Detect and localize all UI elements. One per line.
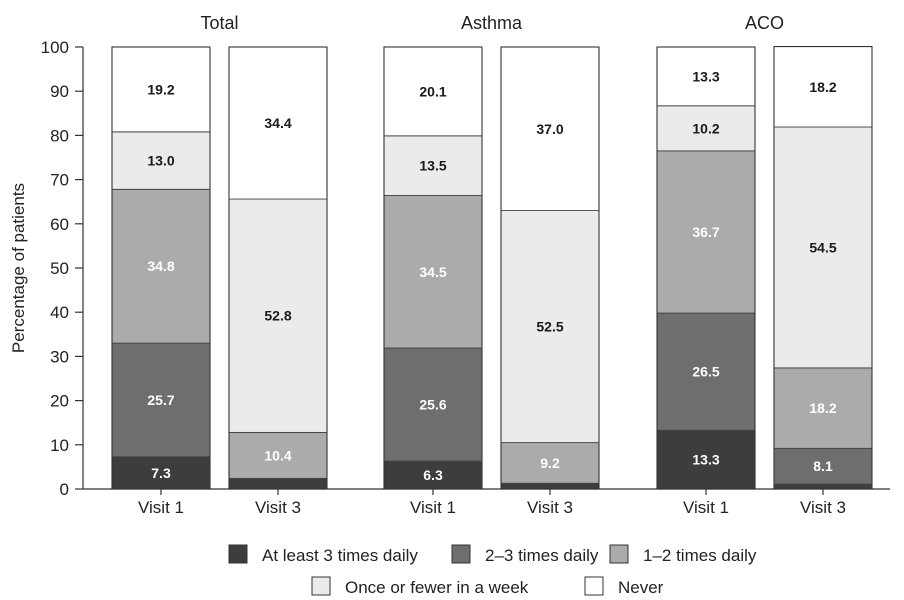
- data-label: 25.6: [419, 397, 446, 413]
- legend-label: Once or fewer in a week: [345, 578, 529, 597]
- y-tick-label: 50: [50, 259, 69, 278]
- data-label: 52.8: [264, 308, 291, 324]
- group-title: ACO: [745, 13, 784, 33]
- data-label: 13.0: [147, 153, 174, 169]
- legend-swatch: [609, 544, 629, 564]
- bar-segment: [383, 46, 483, 137]
- y-tick-label: 100: [41, 38, 69, 57]
- data-label: 13.3: [692, 68, 719, 84]
- bar-segment: [383, 135, 483, 196]
- bar-segment: [111, 342, 211, 458]
- x-tick-label: Visit 3: [527, 498, 573, 517]
- legend-label: Never: [618, 578, 664, 597]
- legend-label: At least 3 times daily: [262, 546, 418, 565]
- data-label: 54.5: [809, 239, 836, 255]
- bar-segment: [656, 312, 756, 431]
- x-tick-label: Visit 1: [683, 498, 729, 517]
- group-title: Total: [200, 13, 238, 33]
- data-label: 8.1: [813, 458, 833, 474]
- x-tick-label: Visit 3: [800, 498, 846, 517]
- y-tick-label: 30: [50, 347, 69, 366]
- bar-segment: [500, 46, 600, 211]
- legend-label: 1–2 times daily: [643, 546, 757, 565]
- data-label: 13.3: [692, 452, 719, 468]
- data-label: 18.2: [809, 400, 836, 416]
- bar-segment: [656, 105, 756, 152]
- bar-segment: [228, 46, 328, 200]
- bar-segment: [383, 195, 483, 349]
- y-tick-label: 60: [50, 215, 69, 234]
- y-tick-label: 90: [50, 82, 69, 101]
- x-tick-label: Visit 1: [410, 498, 456, 517]
- data-label: 20.1: [419, 83, 446, 99]
- x-tick-label: Visit 1: [138, 498, 184, 517]
- data-label: 10.2: [692, 120, 719, 136]
- legend-swatch: [228, 544, 248, 564]
- legend-swatch: [311, 576, 331, 596]
- bar-segment: [773, 483, 873, 490]
- legend-swatch: [451, 544, 471, 564]
- data-label: 6.3: [423, 467, 443, 483]
- y-tick-label: 10: [50, 436, 69, 455]
- data-label: 26.5: [692, 364, 719, 380]
- data-label: 52.5: [536, 319, 563, 335]
- bar-segment: [228, 477, 328, 490]
- y-tick-label: 0: [60, 480, 69, 499]
- bar-segment: [656, 150, 756, 314]
- data-label: 36.7: [692, 224, 719, 240]
- data-label: 34.4: [264, 115, 291, 131]
- y-axis-title: Percentage of patients: [9, 183, 28, 353]
- y-tick-label: 40: [50, 303, 69, 322]
- bar-segment: [111, 188, 211, 344]
- data-label: 37.0: [536, 121, 563, 137]
- y-tick-label: 80: [50, 126, 69, 145]
- data-label: 13.5: [419, 158, 446, 174]
- data-label: 18.2: [809, 79, 836, 95]
- data-label: 7.3: [151, 465, 171, 481]
- bar-segment: [500, 210, 600, 444]
- x-tick-label: Visit 3: [255, 498, 301, 517]
- y-tick-label: 70: [50, 171, 69, 190]
- data-label: 10.4: [264, 447, 291, 463]
- group-title: Asthma: [461, 13, 523, 33]
- bar-segment: [500, 442, 600, 484]
- y-tick-label: 20: [50, 392, 69, 411]
- data-label: 25.7: [147, 392, 174, 408]
- legend-swatch: [584, 576, 604, 596]
- data-label: 9.2: [540, 455, 560, 471]
- data-label: 19.2: [147, 81, 174, 97]
- bar-segment: [111, 131, 211, 190]
- data-label: 34.8: [147, 258, 174, 274]
- bar-segment: [500, 482, 600, 490]
- legend-label: 2–3 times daily: [485, 546, 599, 565]
- data-label: 34.5: [419, 264, 446, 280]
- bar-segment: [773, 126, 873, 369]
